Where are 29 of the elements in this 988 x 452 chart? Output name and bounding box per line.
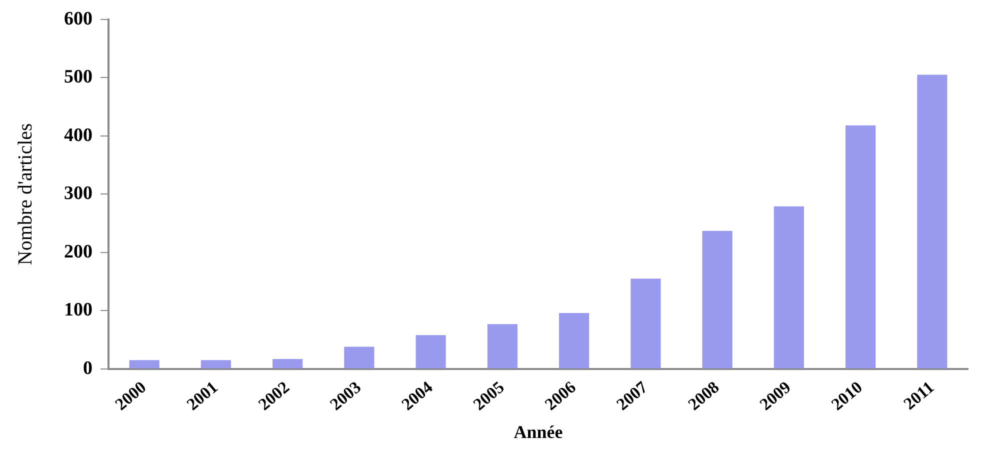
bar — [917, 74, 948, 368]
y-tick-label: 0 — [83, 358, 92, 379]
bar — [344, 346, 374, 368]
bar — [630, 278, 661, 368]
x-tick-label: 2010 — [828, 378, 866, 414]
bar — [702, 230, 732, 368]
y-tick-label: 100 — [64, 300, 92, 321]
x-tick-label: 2003 — [326, 378, 365, 414]
bar — [846, 125, 876, 368]
bar — [559, 312, 590, 368]
x-tick-label: 2011 — [900, 378, 938, 414]
x-tick-label: 2001 — [183, 378, 222, 414]
y-tick-label: 200 — [64, 241, 92, 262]
x-tick-label: 2000 — [111, 378, 150, 414]
x-axis-title: Année — [514, 422, 563, 442]
x-tick-label: 2002 — [254, 378, 293, 414]
y-tick-label: 600 — [64, 8, 92, 30]
x-tick-label: 2009 — [756, 378, 794, 414]
bar — [200, 360, 231, 368]
bar — [416, 335, 446, 368]
y-tick-label: 500 — [64, 66, 92, 88]
y-axis-title: Nombre d'articles — [14, 123, 36, 266]
bar — [272, 359, 303, 368]
bar — [774, 206, 804, 368]
bar — [487, 324, 518, 368]
y-tick-label: 400 — [64, 124, 92, 146]
x-tick-label: 2008 — [684, 378, 723, 414]
y-tick-label: 300 — [64, 183, 92, 204]
bar — [129, 360, 160, 368]
